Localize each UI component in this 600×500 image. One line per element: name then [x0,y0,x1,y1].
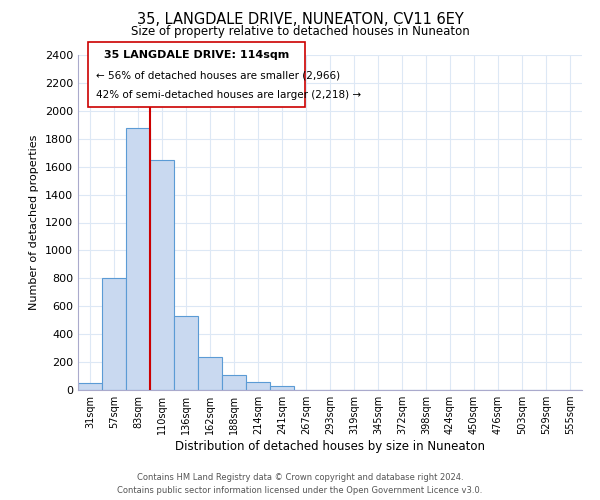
Text: 42% of semi-detached houses are larger (2,218) →: 42% of semi-detached houses are larger (… [95,90,361,100]
Bar [174,316,198,390]
Bar [126,128,150,390]
Bar [198,357,222,390]
Text: 35 LANGDALE DRIVE: 114sqm: 35 LANGDALE DRIVE: 114sqm [104,50,289,60]
Bar [246,382,270,390]
Text: Contains HM Land Registry data © Crown copyright and database right 2024.
Contai: Contains HM Land Registry data © Crown c… [118,474,482,495]
Text: Size of property relative to detached houses in Nuneaton: Size of property relative to detached ho… [131,25,469,38]
Y-axis label: Number of detached properties: Number of detached properties [29,135,40,310]
Bar [150,160,174,390]
Text: 35, LANGDALE DRIVE, NUNEATON, CV11 6EY: 35, LANGDALE DRIVE, NUNEATON, CV11 6EY [137,12,463,28]
Bar [222,376,246,390]
FancyBboxPatch shape [88,42,305,107]
Bar [102,278,126,390]
X-axis label: Distribution of detached houses by size in Nuneaton: Distribution of detached houses by size … [175,440,485,453]
Bar [270,386,294,390]
Text: ← 56% of detached houses are smaller (2,966): ← 56% of detached houses are smaller (2,… [95,70,340,80]
Bar [78,383,102,390]
